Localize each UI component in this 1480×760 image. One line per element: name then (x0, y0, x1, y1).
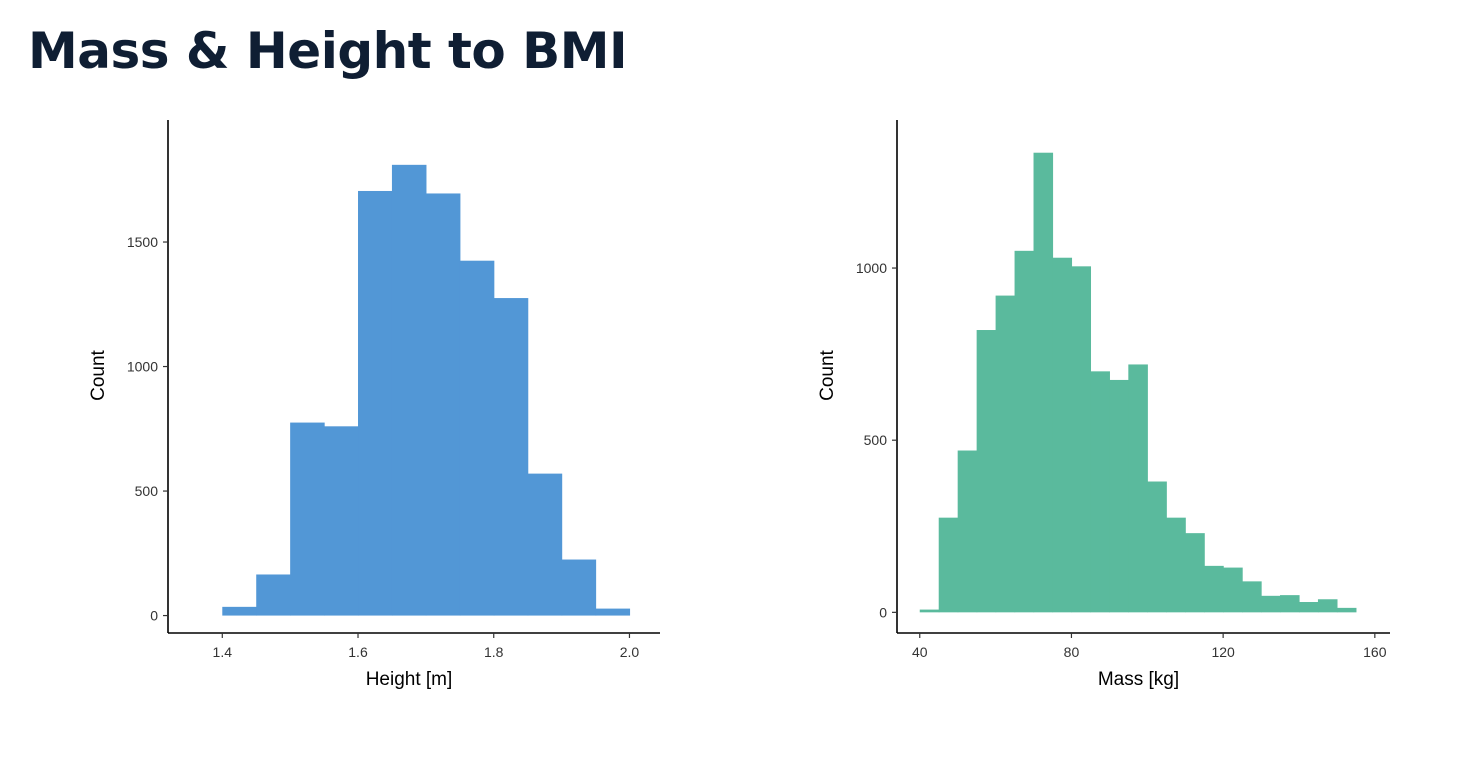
mass-bar (1242, 581, 1262, 613)
mass-y-axis-title: Count (817, 349, 838, 400)
height-bar (425, 193, 461, 616)
height-bar (222, 606, 257, 616)
mass-bar (1128, 364, 1148, 613)
mass-bar (1280, 595, 1300, 613)
mass-bar (1261, 595, 1281, 613)
height-x-tick-label: 1.8 (484, 644, 504, 660)
mass-bar (1317, 599, 1338, 613)
height-y-tick-label: 500 (135, 483, 159, 499)
mass-x-tick-label: 120 (1211, 644, 1235, 660)
mass-bar (1166, 517, 1186, 613)
mass-bar (1336, 607, 1357, 613)
height-bar (459, 260, 495, 616)
mass-bar (1109, 379, 1129, 613)
mass-bar (1090, 371, 1110, 613)
mass-x-tick-label: 40 (912, 644, 928, 660)
height-x-axis-title: Height [m] (366, 669, 453, 690)
mass-bar (1052, 257, 1073, 613)
mass-x-tick-label: 160 (1363, 644, 1387, 660)
mass-bar (976, 330, 997, 613)
height-bar (561, 559, 597, 616)
height-bar (358, 190, 393, 616)
height-bar (527, 473, 563, 616)
height-bar (324, 426, 359, 616)
height-y-tick-label: 1500 (127, 234, 158, 250)
height-x-tick-label: 2.0 (620, 644, 640, 660)
height-y-tick-label: 0 (150, 608, 158, 624)
mass-bar (1071, 266, 1092, 613)
mass-y-tick-label: 1000 (856, 260, 887, 276)
slide-title: Mass & Height to BMI (28, 22, 628, 80)
mass-bar (1033, 152, 1054, 613)
mass-bar (1185, 533, 1205, 613)
mass-y-tick-label: 500 (864, 432, 888, 448)
mass-y-tick-label: 0 (879, 604, 887, 620)
mass-bar (995, 295, 1016, 613)
mass-bar (938, 517, 959, 613)
mass-bar (957, 450, 978, 613)
mass-bar (1204, 565, 1224, 613)
mass-bar (1014, 250, 1035, 613)
mass-x-tick-label: 80 (1064, 644, 1080, 660)
height-y-tick-label: 1000 (127, 359, 158, 375)
mass-bar (1298, 602, 1319, 613)
mass-bar (919, 609, 940, 613)
height-bar (256, 574, 291, 616)
mass-x-axis-title: Mass [kg] (1098, 669, 1179, 690)
mass-bar (1223, 567, 1243, 613)
height-y-axis-title: Count (88, 349, 109, 400)
height-bar (493, 298, 529, 616)
height-x-tick-label: 1.4 (213, 644, 233, 660)
height-x-tick-label: 1.6 (348, 644, 368, 660)
height-bar (290, 422, 325, 616)
height-bar (391, 164, 427, 616)
height-bar (595, 608, 631, 616)
mass-bar (1147, 481, 1167, 613)
